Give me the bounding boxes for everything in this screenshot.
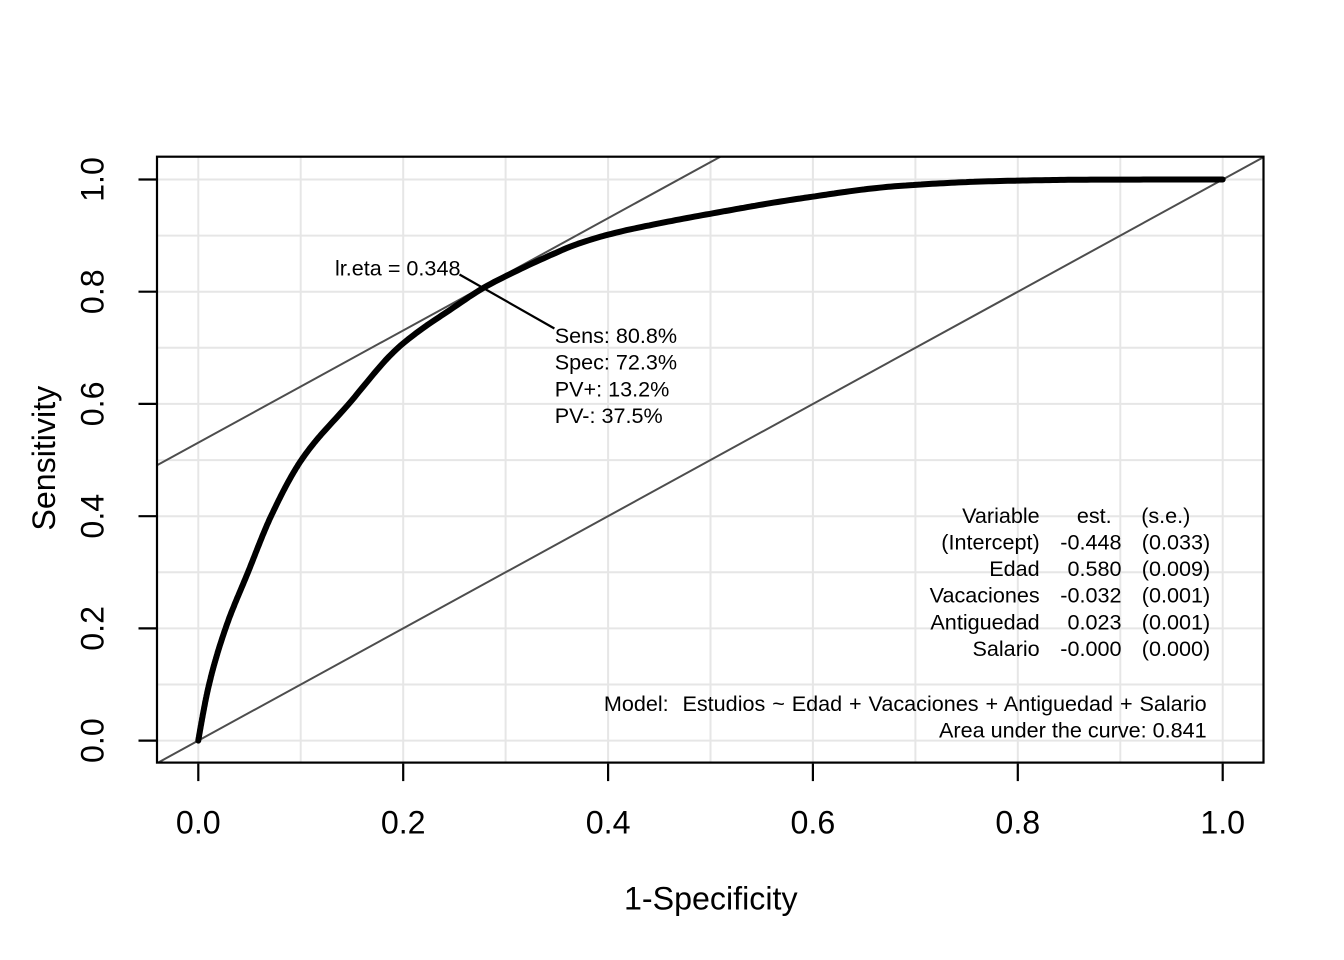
svg-text:0.6: 0.6 [75,382,111,427]
svg-text:0.8: 0.8 [75,269,111,314]
svg-text:Model: Estudios ~ Edad + Vaca: Model: Estudios ~ Edad + Vacaciones + An… [604,691,1207,716]
svg-text:(0.009): (0.009) [1142,556,1210,581]
svg-text:Vacaciones: Vacaciones [930,583,1040,608]
svg-text:-0.032: -0.032 [1060,583,1121,608]
svg-text:Spec: 72.3%: Spec: 72.3% [555,350,677,375]
svg-text:Edad: Edad [989,556,1039,581]
svg-text:(s.e.): (s.e.) [1141,503,1190,528]
svg-text:0.4: 0.4 [75,494,111,539]
svg-text:Sensitivity: Sensitivity [26,385,62,531]
svg-text:0.4: 0.4 [586,805,631,841]
svg-text:0.0: 0.0 [176,805,221,841]
svg-text:-0.448: -0.448 [1060,530,1121,555]
svg-text:0.2: 0.2 [75,606,111,651]
svg-text:Variable: Variable [962,503,1040,528]
svg-text:(0.033): (0.033) [1142,530,1210,555]
svg-text:0.6: 0.6 [791,805,836,841]
svg-text:Antiguedad: Antiguedad [930,609,1039,634]
svg-text:Area under the curve: 0.841: Area under the curve: 0.841 [939,717,1207,742]
svg-text:1-Specificity: 1-Specificity [624,880,798,916]
svg-text:0.580: 0.580 [1067,556,1121,581]
svg-text:est.: est. [1077,503,1112,528]
svg-text:Sens: 80.8%: Sens: 80.8% [555,323,677,348]
svg-text:PV+: 13.2%: PV+: 13.2% [555,376,670,401]
svg-text:PV-: 37.5%: PV-: 37.5% [555,403,663,428]
svg-text:0.023: 0.023 [1067,609,1121,634]
svg-text:lr.eta = 0.348: lr.eta = 0.348 [335,256,460,281]
svg-text:0.2: 0.2 [381,805,426,841]
svg-text:0.8: 0.8 [995,805,1040,841]
svg-text:(0.001): (0.001) [1142,609,1210,634]
svg-text:1.0: 1.0 [75,157,111,202]
svg-text:(Intercept): (Intercept) [941,530,1039,555]
svg-text:(0.000): (0.000) [1142,636,1210,661]
svg-text:(0.001): (0.001) [1142,583,1210,608]
svg-text:0.0: 0.0 [75,718,111,763]
svg-text:-0.000: -0.000 [1060,636,1121,661]
svg-text:Salario: Salario [972,636,1039,661]
svg-text:1.0: 1.0 [1200,805,1245,841]
